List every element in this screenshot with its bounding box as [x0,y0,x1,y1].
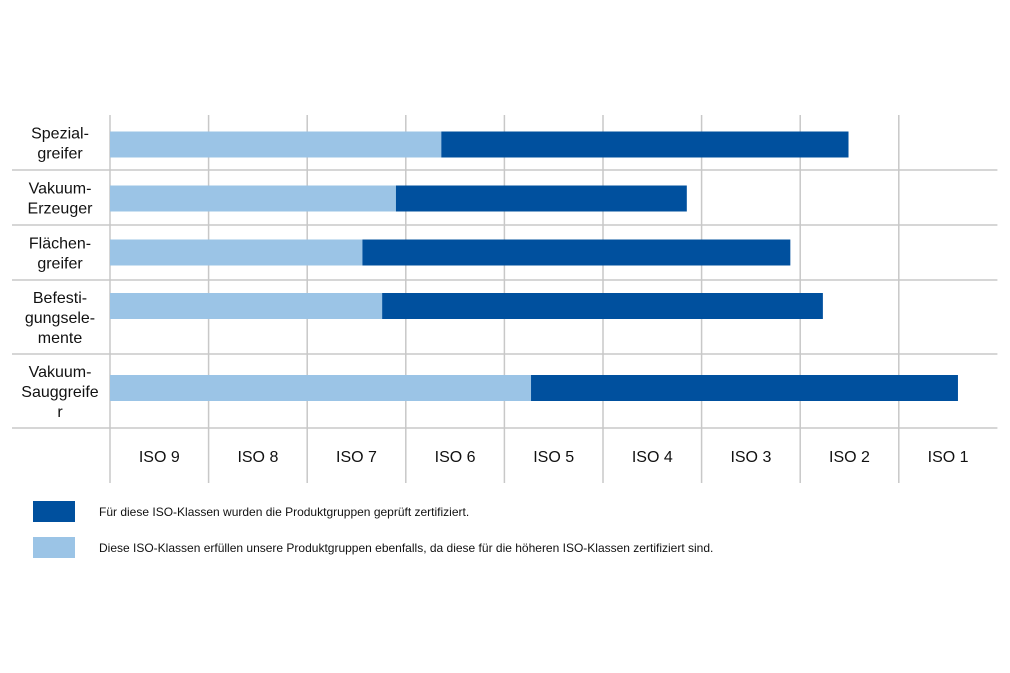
x-tick-label: ISO 4 [632,449,673,466]
category-label: r [57,404,63,421]
legend-item-certified: Für diese ISO-Klassen wurden die Produkt… [33,501,469,522]
bar-fulfilled [110,375,532,401]
x-tick-label: ISO 1 [928,449,969,466]
category-label: Vakuum- [29,364,92,381]
category-labels: Spezial-greifer Vakuum- Erzeuger Flächen-gr… [21,126,98,422]
x-tick-label: ISO 8 [237,449,278,466]
bar-certified [531,375,958,401]
category-label: greifer [37,256,83,273]
legend-swatch-certified [33,501,75,522]
x-tick-label: ISO 2 [829,449,870,466]
legend-item-fulfilled: Diese ISO-Klassen erfüllen unsere Produk… [33,537,713,558]
legend-label-fulfilled: Diese ISO-Klassen erfüllen unsere Produk… [99,540,714,555]
bar-certified [441,131,849,158]
legend-swatch-fulfilled [33,537,75,558]
bar-certified [395,185,687,212]
x-tick-labels: ISO 9 ISO 8 ISO 7 ISO 6 ISO 5 ISO 4 ISO 3 ISO 2… [139,449,969,466]
category-label: Sauggreife [21,384,98,401]
x-tick-label: ISO 5 [533,449,574,466]
x-tick-label: ISO 9 [139,449,180,466]
category-label: Spezial- [31,126,89,143]
bar-certified [362,239,791,266]
bar-certified [382,293,823,319]
category-label: Befesti- [33,290,87,307]
category-label: gungsele- [25,310,95,327]
grid-lines [12,115,998,483]
category-label: mente [38,330,83,347]
category-label: Erzeuger [28,201,94,218]
bar-fulfilled [110,131,442,158]
x-tick-label: ISO 3 [730,449,771,466]
category-label: greifer [37,146,83,163]
bar-fulfilled [110,239,363,266]
bars [110,131,958,401]
category-label: Flächen- [29,236,91,253]
x-tick-label: ISO 7 [336,449,377,466]
bar-fulfilled [110,185,396,212]
category-label: Vakuum- [29,181,92,198]
bar-fulfilled [110,293,383,319]
x-tick-label: ISO 6 [435,449,476,466]
legend-label-certified: Für diese ISO-Klassen wurden die Produkt… [99,504,470,519]
